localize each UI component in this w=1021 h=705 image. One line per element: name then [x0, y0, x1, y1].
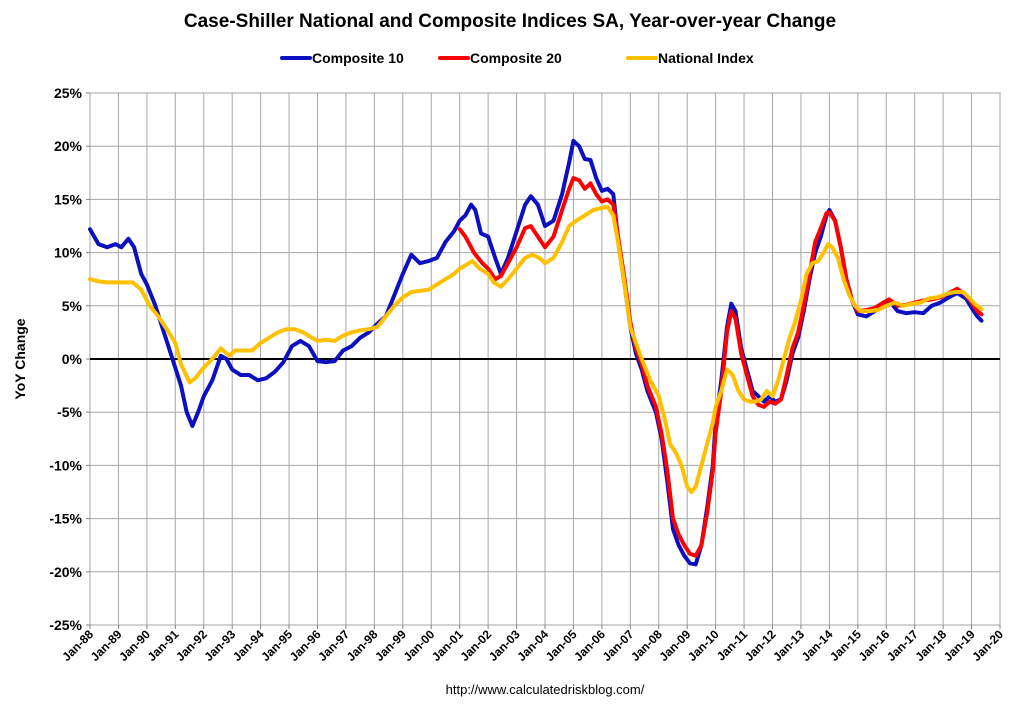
y-tick-label: -5%: [57, 404, 82, 420]
legend-label-composite-10: Composite 10: [312, 50, 404, 66]
y-axis: -25% -20% -15% -10% -5% 0% 5% 10% 15% 20% 25%: [49, 85, 90, 633]
y-tick-label: -15%: [49, 511, 82, 527]
legend-label-composite-20: Composite 20: [470, 50, 562, 66]
y-tick-label: -25%: [49, 617, 82, 633]
y-axis-label: YoY Change: [12, 318, 28, 399]
series-group: [88, 138, 984, 567]
x-tick-label: Jan-20: [969, 627, 1006, 664]
y-tick-label: 25%: [54, 85, 83, 101]
legend: Composite 10 Composite 20 National Index: [280, 50, 754, 66]
series-line-national-index: [88, 204, 984, 494]
source-url: http://www.calculatedriskblog.com/: [446, 682, 645, 697]
y-tick-label: 10%: [54, 245, 83, 261]
series-line-composite-20: [457, 176, 984, 558]
y-tick-label: -10%: [49, 457, 82, 473]
legend-label-national-index: National Index: [658, 50, 754, 66]
x-axis: Jan-88Jan-89Jan-90Jan-91Jan-92Jan-93Jan-…: [59, 625, 1006, 664]
y-tick-label: 20%: [54, 138, 83, 154]
y-tick-label: -20%: [49, 564, 82, 580]
y-tick-label: 15%: [54, 191, 83, 207]
x-tick-label: Jan-10: [685, 627, 722, 664]
y-tick-label: 0%: [62, 351, 83, 367]
y-tick-label: 5%: [62, 298, 83, 314]
chart-title: Case-Shiller National and Composite Indi…: [184, 11, 836, 32]
